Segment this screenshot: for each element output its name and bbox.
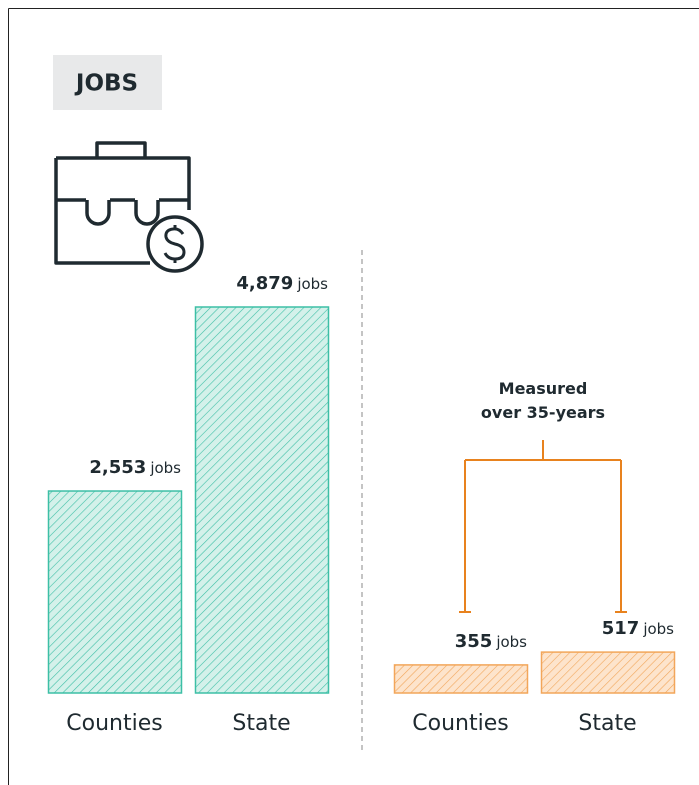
value-number: 2,553	[89, 457, 146, 478]
category-label: State	[578, 711, 636, 736]
briefcase-icon	[54, 141, 204, 273]
bracket	[459, 440, 627, 613]
value-label: 517 jobs	[602, 618, 674, 639]
category-label: Counties	[412, 711, 508, 736]
value-number: 355	[455, 631, 493, 652]
bar	[47, 490, 183, 694]
value-unit: jobs	[296, 275, 328, 293]
bar	[540, 651, 676, 694]
title-box	[53, 55, 162, 110]
value-label: 2,553 jobs	[89, 457, 181, 478]
annotation: Measured	[499, 379, 588, 398]
category-label: Counties	[66, 711, 162, 736]
annotation: over 35-years	[481, 403, 605, 422]
category-label: State	[232, 711, 290, 736]
value-number: 517	[602, 618, 640, 639]
value-unit: jobs	[642, 620, 674, 638]
bar	[393, 664, 529, 694]
value-label: 355 jobs	[455, 631, 527, 652]
title: JOBS	[74, 71, 138, 97]
value-unit: jobs	[495, 633, 527, 651]
value-label: 4,879 jobs	[236, 273, 328, 294]
bar	[194, 306, 330, 694]
value-unit: jobs	[149, 459, 181, 477]
value-number: 4,879	[236, 273, 293, 294]
